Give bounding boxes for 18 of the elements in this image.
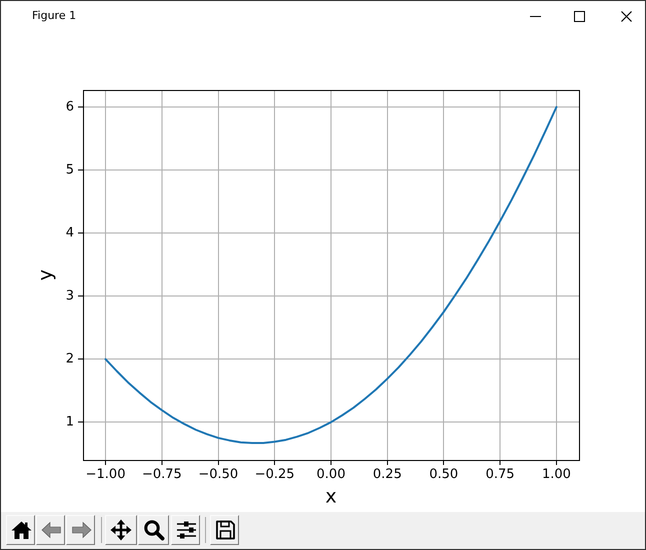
x-tick-label: 0.75 xyxy=(486,467,515,482)
x-tick-label: 0.00 xyxy=(316,467,346,482)
x-tick-label: 0.25 xyxy=(372,467,402,482)
x-tick-label: −1.00 xyxy=(86,467,126,482)
y-axis-title: y xyxy=(34,269,56,281)
x-tick-label: 0.50 xyxy=(429,467,458,482)
caption: Figure 1 xyxy=(32,9,76,22)
y-tick-label: 6 xyxy=(66,99,74,114)
y-tick-label: 1 xyxy=(66,414,74,430)
x-axis-title: x xyxy=(325,486,337,508)
y-tick-label: 5 xyxy=(66,162,74,178)
x-tick-label: −0.25 xyxy=(254,467,295,482)
y-tick-label: 4 xyxy=(66,225,74,240)
y-tick-label: 2 xyxy=(66,352,74,367)
x-tick-label: −0.50 xyxy=(198,467,238,482)
y-tick-label: 3 xyxy=(66,288,74,304)
x-tick-label: 1.00 xyxy=(542,467,571,482)
x-tick-label: −0.75 xyxy=(142,467,182,482)
